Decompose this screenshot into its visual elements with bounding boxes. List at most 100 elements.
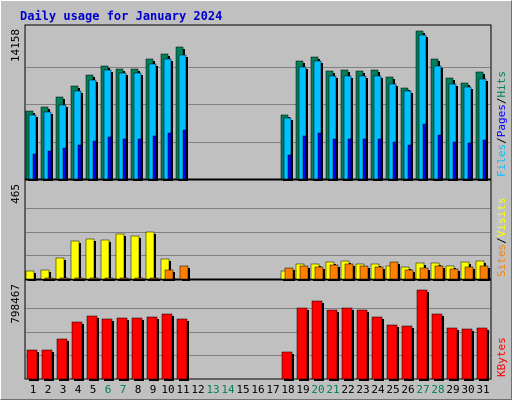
day-label-13: 13: [206, 383, 219, 396]
legend-separator: /: [495, 98, 508, 105]
sites-bar-7-shadow: [122, 280, 130, 281]
files-bar-1: [28, 114, 37, 180]
kbytes-bar-11: [176, 318, 188, 380]
pages-bar-3: [62, 147, 67, 180]
pages-bar-18: [287, 154, 292, 180]
day-label-15: 15: [236, 383, 249, 396]
legend-visits: Visits: [495, 198, 508, 238]
pages-bar-30-shadow: [470, 145, 473, 181]
sites-bar-23: [359, 265, 369, 280]
pages-bar-27-shadow: [425, 126, 428, 181]
legend-separator: /: [495, 137, 508, 144]
files-bar-2: [43, 111, 52, 180]
visits-bar-3: [55, 257, 65, 280]
day-label-30: 30: [461, 383, 474, 396]
legend-hits: Hits: [495, 71, 508, 98]
day-label-26: 26: [401, 383, 414, 396]
sites-bar-4: [74, 277, 84, 280]
day-label-23: 23: [356, 383, 369, 396]
files-bar-20: [313, 60, 322, 180]
sites-bar-28: [434, 265, 444, 280]
day-label-21: 21: [326, 383, 339, 396]
kbytes-bar-6: [101, 318, 113, 380]
day-label-5: 5: [90, 383, 97, 396]
files-bar-18: [283, 117, 292, 180]
kbytes-bar-23: [356, 309, 368, 380]
sites-bar-8-shadow: [137, 280, 145, 281]
pages-bar-25: [392, 141, 397, 180]
sites-bar-6: [104, 277, 114, 280]
day-label-31: 31: [476, 383, 489, 396]
pages-bar-4-shadow: [80, 147, 83, 181]
y-max-label-2: 465: [9, 184, 22, 204]
pages-bar-21-shadow: [335, 141, 338, 181]
sites-bar-6-shadow: [107, 280, 115, 281]
day-label-22: 22: [341, 383, 354, 396]
files-bar-8: [133, 72, 142, 180]
kbytes-bar-1: [26, 349, 38, 380]
day-label-11: 11: [176, 383, 189, 396]
sites-bar-30: [464, 266, 474, 280]
day-label-19: 19: [296, 383, 309, 396]
day-label-14: 14: [221, 383, 235, 396]
pages-bar-23: [362, 138, 367, 180]
sites-bar-20: [314, 266, 324, 280]
kbytes-bar-3: [56, 338, 68, 380]
pages-bar-31-shadow: [485, 142, 488, 181]
kbytes-bar-30: [461, 328, 473, 380]
legend-visits-sites: Sites/Visits: [495, 198, 508, 278]
pages-bar-26-shadow: [410, 147, 413, 181]
files-bar-9: [148, 63, 157, 180]
pages-bar-5: [92, 140, 97, 180]
kbytes-bar-7: [116, 317, 128, 380]
pages-bar-6: [107, 136, 112, 180]
pages-bar-30: [467, 142, 472, 180]
day-label-12: 12: [191, 383, 204, 396]
files-bar-23: [358, 75, 367, 180]
day-label-25: 25: [386, 383, 399, 396]
day-label-20: 20: [311, 383, 324, 396]
pages-bar-11: [182, 129, 187, 180]
pages-bar-29: [452, 141, 457, 180]
day-label-1: 1: [30, 383, 37, 396]
files-bar-30: [463, 86, 472, 180]
kbytes-bar-20: [311, 300, 323, 380]
files-bar-21: [328, 75, 337, 180]
kbytes-bar-22: [341, 307, 353, 380]
sites-bar-9: [149, 277, 159, 280]
files-bar-28: [433, 65, 442, 180]
pages-bar-7: [122, 138, 127, 180]
kbytes-bar-8: [131, 317, 143, 380]
kbytes-bar-29: [446, 327, 458, 380]
visits-bar-6: [100, 239, 110, 280]
pages-bar-25-shadow: [395, 144, 398, 181]
day-label-7: 7: [120, 383, 127, 396]
pages-bar-5-shadow: [95, 143, 98, 181]
legend-pages: Pages: [495, 104, 508, 137]
files-bar-3: [58, 104, 67, 180]
sites-bar-27: [419, 267, 429, 280]
visits-bar-9: [145, 231, 155, 280]
sites-bar-3: [59, 277, 69, 280]
pages-bar-18-shadow: [290, 157, 293, 181]
day-label-28: 28: [431, 383, 444, 396]
pages-bar-28-shadow: [440, 137, 443, 181]
kbytes-bar-2: [41, 349, 53, 380]
kbytes-bar-5: [86, 315, 98, 380]
files-bar-10: [163, 58, 172, 180]
kbytes-bar-10: [161, 313, 173, 380]
pages-bar-19: [302, 135, 307, 180]
kbytes-bar-28: [431, 313, 443, 380]
pages-bar-6-shadow: [110, 139, 113, 181]
y-max-label-3: 798467: [9, 284, 22, 324]
files-bar-26: [403, 90, 412, 180]
files-bar-19: [298, 66, 307, 180]
sites-bar-9-shadow: [152, 280, 160, 281]
kbytes-bar-18: [281, 351, 293, 380]
day-label-6: 6: [105, 383, 112, 396]
pages-bar-19-shadow: [305, 138, 308, 181]
visits-bar-4: [70, 240, 80, 280]
visits-bar-1: [25, 270, 35, 280]
sites-bar-18: [284, 267, 294, 280]
